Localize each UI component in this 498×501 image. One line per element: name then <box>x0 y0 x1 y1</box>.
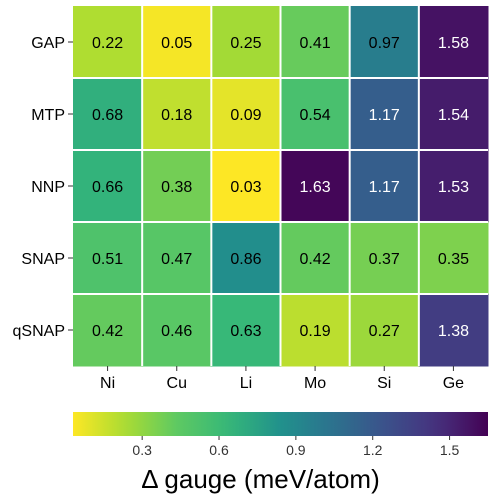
cell-value-qsnap-ni: 0.42 <box>92 323 123 340</box>
colorbar-tick-label: 0.3 <box>132 442 152 458</box>
cell-value-qsnap-ge: 1.38 <box>438 323 469 340</box>
cell-value-nnp-mo: 1.63 <box>300 179 331 196</box>
cell-mtp-si <box>349 78 420 151</box>
cell-snap-cu <box>142 222 212 295</box>
cell-gap-ge <box>418 6 489 79</box>
x-tick-label-ni: Ni <box>100 375 115 392</box>
cell-nnp-ni <box>73 150 143 223</box>
y-tick-label-qsnap: qSNAP <box>13 323 65 340</box>
cell-qsnap-cu <box>142 294 212 367</box>
cell-gap-cu <box>142 6 212 79</box>
cell-gap-mo <box>280 6 351 79</box>
heatmap-cells <box>73 6 489 367</box>
cell-snap-ge <box>418 222 489 295</box>
cell-value-nnp-si: 1.17 <box>369 179 400 196</box>
x-tick-label-cu: Cu <box>167 375 187 392</box>
cell-snap-mo <box>280 222 351 295</box>
cell-value-qsnap-li: 0.63 <box>230 323 261 340</box>
colorbar-tick-label: 1.2 <box>363 442 383 458</box>
colorbar-ticks: 0.3 0.6 0.9 1.2 1.5 <box>132 436 460 458</box>
cell-value-gap-cu: 0.05 <box>161 35 192 52</box>
x-axis: Ni Cu Li Mo Si Ge <box>100 366 464 392</box>
cell-value-gap-ge: 1.58 <box>438 35 469 52</box>
cell-snap-si <box>349 222 420 295</box>
cell-mtp-mo <box>280 78 351 151</box>
cell-value-mtp-si: 1.17 <box>369 107 400 124</box>
cell-nnp-si <box>349 150 420 223</box>
y-tick-label-snap: SNAP <box>21 251 65 268</box>
colorbar-title: Δ gauge (meV/atom) <box>141 464 379 494</box>
cell-snap-li <box>211 222 281 295</box>
cell-qsnap-ni <box>73 294 143 367</box>
y-tick-label-nnp: NNP <box>31 179 65 196</box>
y-axis: GAP MTP NNP SNAP qSNAP <box>13 35 73 340</box>
cell-value-nnp-li: 0.03 <box>230 179 261 196</box>
cell-mtp-ge <box>418 78 489 151</box>
cell-nnp-mo <box>280 150 351 223</box>
cell-value-qsnap-si: 0.27 <box>369 323 400 340</box>
cell-value-snap-ge: 0.35 <box>438 251 469 268</box>
x-tick-label-si: Si <box>377 375 391 392</box>
y-tick-label-gap: GAP <box>31 35 65 52</box>
x-tick-label-mo: Mo <box>304 375 326 392</box>
cell-value-gap-si: 0.97 <box>369 35 400 52</box>
cell-qsnap-li <box>211 294 281 367</box>
colorbar-tick-label: 1.5 <box>440 442 460 458</box>
cell-value-snap-ni: 0.51 <box>92 251 123 268</box>
cell-value-nnp-cu: 0.38 <box>161 179 192 196</box>
cell-value-qsnap-cu: 0.46 <box>161 323 192 340</box>
cell-value-gap-li: 0.25 <box>230 35 261 52</box>
cell-value-mtp-ni: 0.68 <box>92 107 123 124</box>
cell-gap-si <box>349 6 420 79</box>
cell-value-mtp-cu: 0.18 <box>161 107 192 124</box>
cell-qsnap-mo <box>280 294 351 367</box>
colorbar-tick-label: 0.6 <box>209 442 229 458</box>
cell-value-mtp-ge: 1.54 <box>438 107 469 124</box>
cell-snap-ni <box>73 222 143 295</box>
cell-value-labels: 0.22 0.05 0.25 0.41 0.97 1.58 0.68 0.18 0.09 0.54… <box>92 35 469 340</box>
cell-value-gap-mo: 0.41 <box>300 35 331 52</box>
cell-value-snap-li: 0.86 <box>230 251 261 268</box>
cell-nnp-li <box>211 150 281 223</box>
cell-gap-ni <box>73 6 143 79</box>
cell-value-snap-mo: 0.42 <box>300 251 331 268</box>
cell-mtp-li <box>211 78 281 151</box>
cell-nnp-cu <box>142 150 212 223</box>
colorbar: 0.3 0.6 0.9 1.2 1.5 Δ gauge (meV/atom) <box>73 412 488 494</box>
cell-qsnap-ge <box>418 294 489 367</box>
cell-gap-li <box>211 6 281 79</box>
cell-qsnap-si <box>349 294 420 367</box>
cell-value-mtp-mo: 0.54 <box>300 107 331 124</box>
cell-nnp-ge <box>418 150 489 223</box>
cell-value-mtp-li: 0.09 <box>230 107 261 124</box>
x-tick-label-ge: Ge <box>443 375 464 392</box>
cell-value-nnp-ge: 1.53 <box>438 179 469 196</box>
colorbar-tick-label: 0.9 <box>286 442 306 458</box>
cell-separators <box>73 6 488 366</box>
cell-value-nnp-ni: 0.66 <box>92 179 123 196</box>
cell-mtp-ni <box>73 78 143 151</box>
cell-value-qsnap-mo: 0.19 <box>300 323 331 340</box>
cell-value-gap-ni: 0.22 <box>92 35 123 52</box>
colorbar-gradient <box>73 412 488 436</box>
cell-value-snap-cu: 0.47 <box>161 251 192 268</box>
y-tick-label-mtp: MTP <box>31 107 65 124</box>
x-tick-label-li: Li <box>240 375 252 392</box>
cell-value-snap-si: 0.37 <box>369 251 400 268</box>
cell-mtp-cu <box>142 78 212 151</box>
